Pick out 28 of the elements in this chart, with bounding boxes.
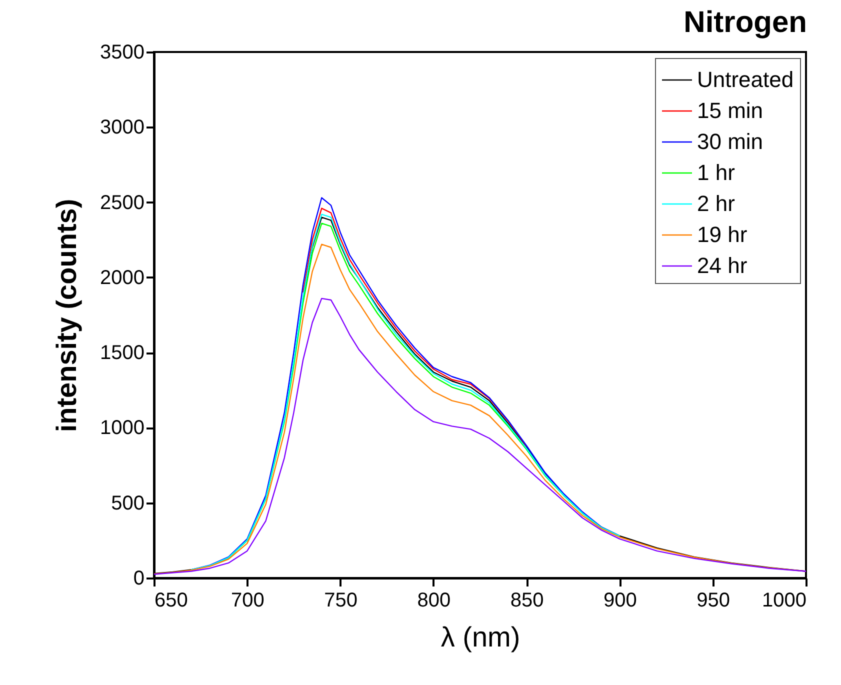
y-tick-label: 3500 [100, 42, 144, 64]
legend-label: 19 hr [697, 222, 748, 247]
line-series [302, 208, 528, 448]
y-tick-label: 500 [111, 492, 144, 514]
x-tick-label: 900 [604, 590, 637, 612]
legend-label: Untreated [697, 67, 794, 92]
x-tick-label: 850 [510, 590, 544, 612]
x-tick-label: 950 [696, 590, 730, 612]
x-tick-label: 700 [230, 590, 264, 612]
legend-label: 24 hr [697, 253, 748, 278]
legend-label: 15 min [697, 98, 764, 123]
y-axis-title: intensity (counts) [51, 198, 82, 432]
line-series [154, 298, 806, 575]
x-axis-title: λ (nm) [440, 622, 520, 652]
legend-label: 2 hr [697, 191, 735, 216]
legend-label: 1 hr [697, 160, 735, 185]
x-tick-label: 750 [324, 590, 358, 612]
x-tick-label: 800 [417, 590, 451, 612]
chart-title: Nitrogen [684, 6, 807, 39]
y-tick-label: 3000 [100, 116, 144, 139]
x-tick-label: 1000 [762, 590, 806, 612]
y-tick-label: 1500 [100, 342, 144, 364]
x-tick-label: 650 [154, 590, 188, 612]
y-tick-label: 2000 [100, 266, 144, 289]
legend-label: 30 min [697, 129, 764, 154]
y-tick-label: 2500 [100, 192, 144, 214]
y-tick-label: 1000 [100, 417, 144, 440]
y-tick-label: 0 [133, 568, 144, 590]
